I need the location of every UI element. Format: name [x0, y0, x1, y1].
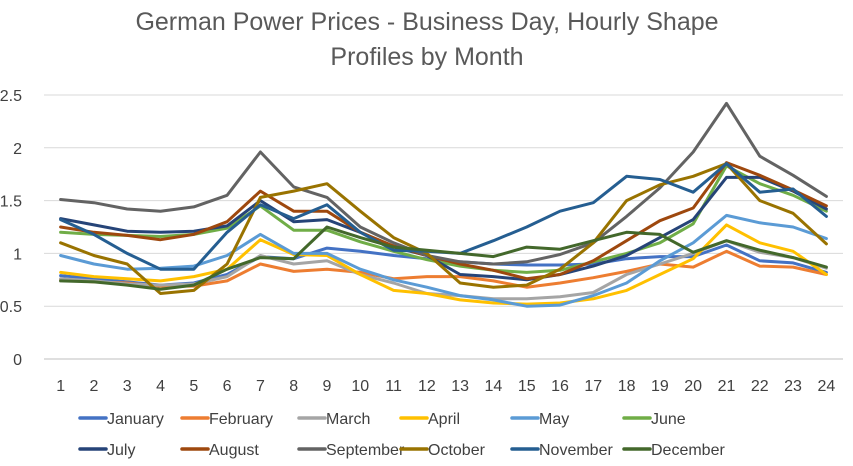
y-axis-ticks: 0 0.5 1 1.5 2 2.5	[0, 88, 22, 369]
series-line-august	[59, 161, 828, 281]
x-tick-label: 9	[323, 378, 332, 395]
x-tick-label: 22	[751, 378, 769, 395]
y-tick-label: 0.5	[0, 299, 22, 316]
x-tick-label: 8	[289, 378, 298, 395]
x-tick-label: 4	[156, 378, 165, 395]
x-tick-label: 17	[584, 378, 602, 395]
x-tick-label: 15	[518, 378, 536, 395]
x-tick-label: 19	[651, 378, 669, 395]
x-tick-label: 1	[56, 378, 65, 395]
series-line-may	[59, 213, 828, 308]
legend-label: May	[539, 411, 569, 428]
legend-label: November	[539, 442, 613, 459]
series-line-september	[59, 101, 828, 266]
x-tick-label: 16	[551, 378, 569, 395]
x-tick-label: 24	[817, 378, 835, 395]
x-tick-label: 14	[485, 378, 503, 395]
legend-label: September	[326, 442, 405, 459]
x-tick-label: 3	[123, 378, 132, 395]
legend-label: February	[209, 411, 273, 428]
x-tick-label: 21	[718, 378, 736, 395]
x-tick-label: 10	[351, 378, 369, 395]
legend-label: October	[428, 442, 486, 459]
series-line-october	[59, 162, 828, 295]
y-tick-label: 0	[13, 352, 22, 369]
chart-title-line2: Profiles by Month	[330, 43, 523, 71]
series-line-december	[59, 225, 828, 291]
x-tick-label: 18	[618, 378, 636, 395]
legend-label: July	[107, 442, 135, 459]
x-tick-label: 11	[385, 378, 402, 395]
legend-label: June	[651, 411, 686, 428]
x-axis-ticks: 1 2 3 4 5 6 7 8 9 10 11 12 13 14 15 16 17 18 19 20 21 22 23 24	[56, 378, 835, 395]
x-tick-label: 20	[684, 378, 702, 395]
x-tick-label: 13	[451, 378, 469, 395]
legend-label: August	[209, 442, 259, 459]
x-tick-label: 6	[223, 378, 232, 395]
series-line-july	[59, 175, 828, 282]
y-tick-label: 1	[13, 246, 22, 263]
series-lines	[59, 101, 828, 308]
legend-label: March	[326, 411, 370, 428]
series-line-april	[59, 223, 828, 306]
x-tick-label: 5	[189, 378, 198, 395]
chart-title: German Power Prices - Business Day, Hour…	[135, 8, 718, 36]
x-tick-label: 7	[256, 378, 265, 395]
y-tick-label: 1.5	[0, 194, 22, 211]
y-tick-label: 2	[13, 141, 22, 158]
x-tick-label: 2	[89, 378, 98, 395]
legend-label: April	[428, 411, 460, 428]
legend: January February March April May June July Augu…	[78, 411, 725, 459]
legend-label: December	[651, 442, 725, 459]
y-tick-label: 2.5	[0, 88, 22, 105]
x-tick-label: 23	[784, 378, 802, 395]
legend-label: January	[107, 411, 164, 428]
x-tick-label: 12	[418, 378, 436, 395]
